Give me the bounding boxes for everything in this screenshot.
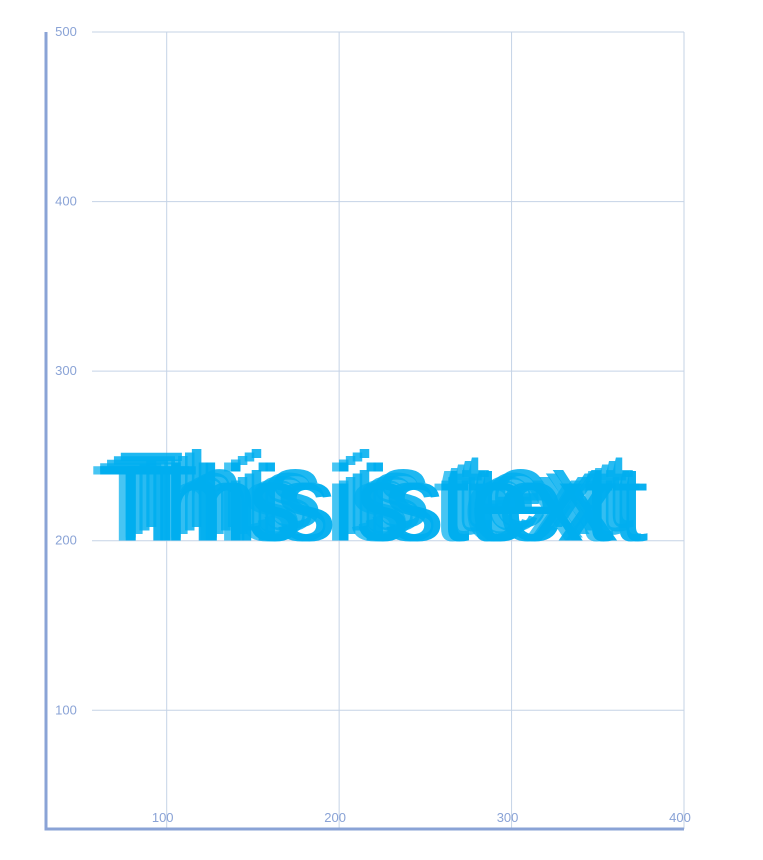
tick-label-layer: 100 200 300 400 100 200 300 400 500	[55, 24, 691, 825]
x-tick-label-400: 400	[669, 810, 691, 825]
y-tick-label-300: 300	[55, 363, 77, 378]
x-tick-label-200: 200	[324, 810, 346, 825]
x-tick-label-100: 100	[152, 810, 174, 825]
y-tick-label-500: 500	[55, 24, 77, 39]
text-mark-2: This is text	[105, 436, 621, 557]
text-mark-3: This is text	[112, 433, 628, 554]
text-mark-5: This is text	[125, 443, 641, 564]
text-mark-1: This is text	[98, 439, 614, 560]
axes-layer	[44, 32, 684, 831]
text-mark-4: This is text	[118, 429, 634, 550]
text-mark-6: This is text	[132, 443, 648, 564]
x-tick-label-300: 300	[497, 810, 519, 825]
y-tick-label-400: 400	[55, 194, 77, 209]
y-tick-label-100: 100	[55, 702, 77, 717]
y-tick-label-200: 200	[55, 533, 77, 548]
text-mark-0: This is text	[91, 443, 607, 564]
grid-layer	[92, 31, 685, 829]
text-mark-7: This is text	[98, 443, 614, 564]
